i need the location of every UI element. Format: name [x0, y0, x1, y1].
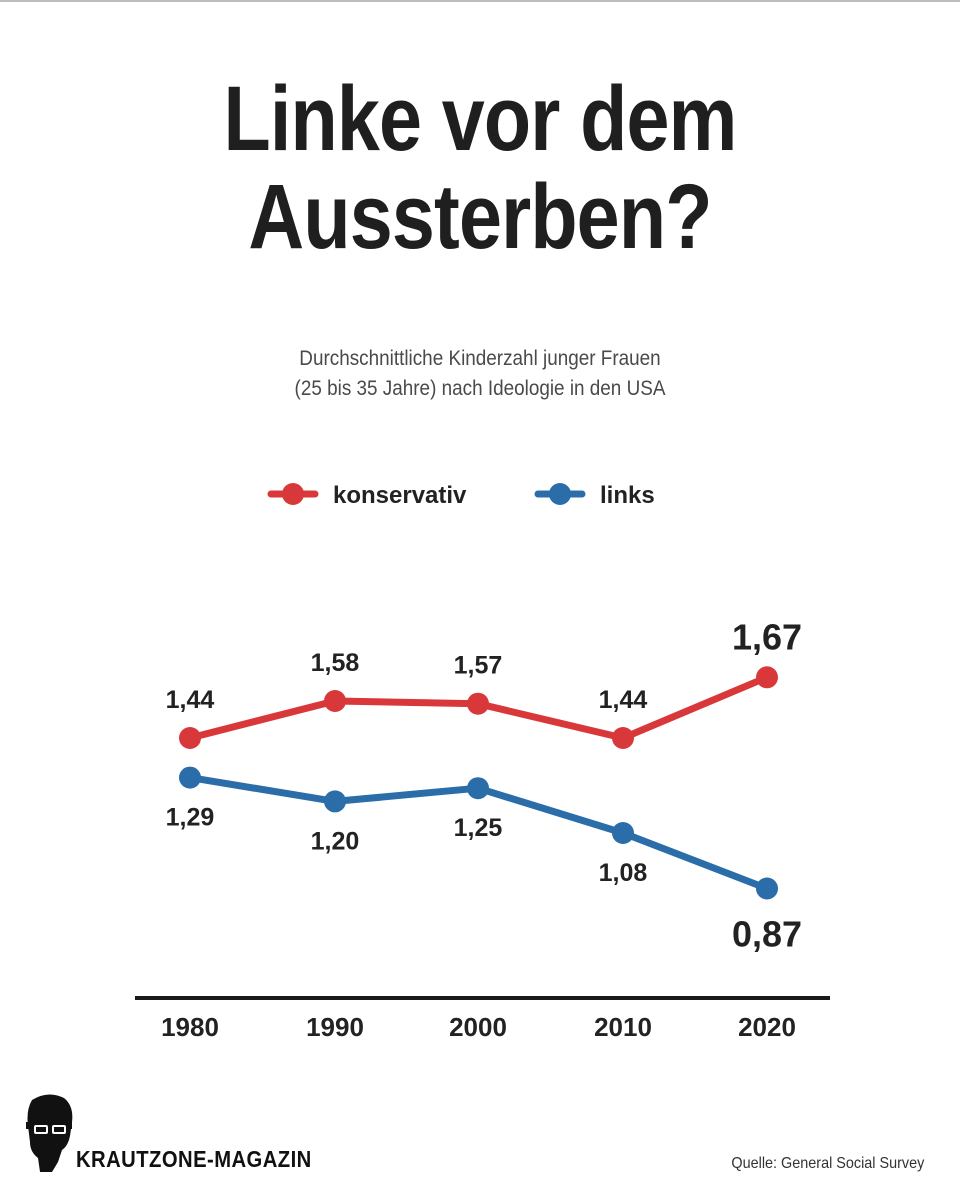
- point-links-2000: [467, 777, 489, 800]
- brand-name: KRAUTZONE-MAGAZIN: [76, 1146, 312, 1172]
- point-konservativ-1990: [324, 690, 346, 712]
- point-links-1990: [324, 790, 346, 813]
- skull-logo-icon: [26, 1094, 73, 1172]
- point-konservativ-2010: [612, 727, 634, 749]
- point-links-1980: [179, 766, 201, 789]
- title-line-2: Aussterben?: [248, 166, 712, 268]
- subtitle-line-1: Durchschnittliche Kinderzahl junger Frau…: [299, 347, 661, 370]
- source-note: Quelle: General Social Survey: [731, 1155, 924, 1172]
- x-tick-label-2000: 2000: [449, 1012, 507, 1042]
- legend-marker-konservativ: [282, 483, 304, 505]
- legend-marker-links: [549, 483, 571, 505]
- point-links-2010: [612, 822, 634, 844]
- title-line-1: Linke vor dem: [223, 68, 737, 170]
- data-label-links-1980: 1,29: [166, 804, 215, 832]
- point-konservativ-2020: [756, 666, 778, 689]
- point-konservativ-2000: [467, 692, 489, 715]
- top-border: [0, 0, 960, 2]
- data-label-links-2000: 1,25: [454, 814, 503, 842]
- data-label-links-2010: 1,08: [599, 859, 648, 887]
- data-label-links-1990: 1,20: [311, 827, 360, 855]
- legend-label-links: links: [600, 482, 655, 509]
- legend-label-konservativ: konservativ: [333, 482, 467, 509]
- x-tick-label-2010: 2010: [594, 1012, 652, 1042]
- subtitle-line-2: (25 bis 35 Jahre) nach Ideologie in den …: [294, 377, 666, 400]
- x-tick-label-2020: 2020: [738, 1012, 796, 1042]
- x-tick-label-1990: 1990: [306, 1012, 364, 1042]
- x-tick-label-1980: 1980: [161, 1012, 219, 1042]
- data-label-links-2020: 0,87: [732, 914, 802, 955]
- data-label-konservativ-1980: 1,44: [166, 686, 215, 714]
- point-links-2020: [756, 877, 778, 900]
- data-label-konservativ-2010: 1,44: [599, 686, 648, 714]
- data-label-konservativ-2000: 1,57: [454, 652, 503, 680]
- page-title: Linke vor dem Aussterben?: [77, 70, 883, 266]
- data-label-konservativ-1990: 1,58: [311, 649, 360, 677]
- data-label-konservativ-2020: 1,67: [732, 616, 802, 657]
- point-konservativ-1980: [179, 727, 201, 749]
- chart-subtitle: Durchschnittliche Kinderzahl junger Frau…: [48, 344, 912, 404]
